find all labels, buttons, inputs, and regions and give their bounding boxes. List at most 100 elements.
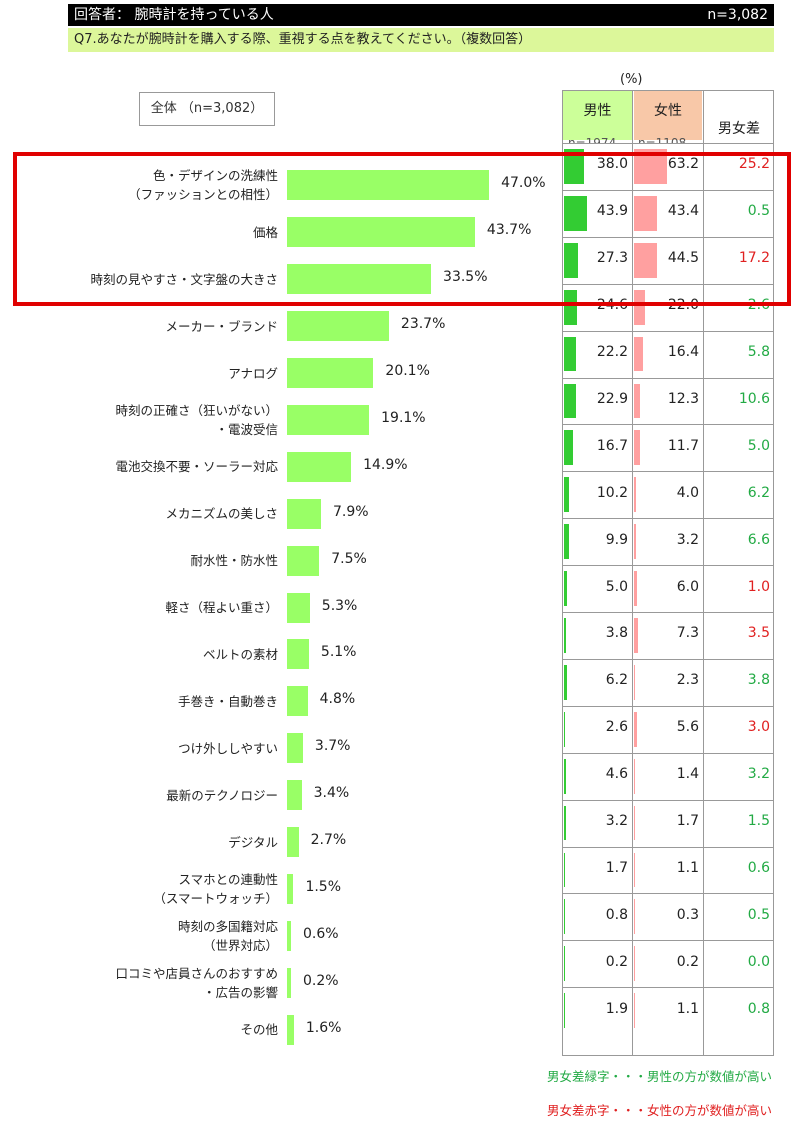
male-value: 22.9 [596, 390, 628, 407]
diff-value: 5.0 [747, 437, 770, 454]
male-bar [564, 195, 587, 231]
female-bar [634, 430, 641, 466]
female-value: 0.3 [676, 906, 699, 923]
category-label: 軽さ（程よい重さ） [165, 600, 278, 616]
male-header-bg [563, 90, 632, 140]
female-bar [634, 618, 638, 653]
diff-value: 3.0 [747, 719, 770, 736]
male-bar [564, 383, 576, 419]
diff-header: 男女差 [718, 121, 760, 137]
category-label: その他 [240, 1022, 278, 1038]
table-hline [562, 987, 774, 989]
total-value: 14.9% [363, 456, 408, 473]
total-bar [287, 592, 310, 623]
category-label: 手巻き・自動巻き [177, 693, 278, 709]
male-value: 38.0 [596, 156, 628, 173]
table-hline [562, 518, 774, 520]
table-hline [562, 752, 774, 754]
table-vline [562, 90, 563, 1056]
female-n: n=1108 [638, 136, 687, 144]
category-label: 価格 [252, 224, 278, 240]
diff-value: 3.8 [747, 672, 770, 689]
male-bar [564, 946, 565, 982]
total-bar [287, 170, 490, 201]
total-bar [287, 920, 291, 951]
diff-value: 3.5 [747, 625, 770, 642]
female-bar [634, 711, 637, 747]
category-label: 時刻の多国籍対応 （世界対応） [177, 918, 278, 953]
category-label: 電池交換不要・ソーラー対応 [115, 459, 278, 475]
category-label: スマホとの連動性 （スマートウォッチ） [153, 871, 278, 906]
total-value: 4.8% [319, 691, 356, 708]
female-value: 5.6 [676, 719, 699, 736]
female-bar [634, 571, 638, 606]
diff-value: 17.2 [738, 250, 770, 267]
female-value: 3.2 [676, 531, 699, 548]
male-bar [564, 664, 568, 700]
female-bar [634, 852, 635, 888]
female-value: 44.5 [667, 250, 699, 267]
diff-value: 0.5 [747, 203, 770, 220]
male-value: 9.9 [605, 531, 628, 548]
female-value: 6.0 [676, 578, 699, 595]
total-value: 3.7% [314, 738, 351, 755]
total-value: 5.3% [321, 597, 358, 614]
category-label: メーカー・ブランド [165, 318, 278, 334]
diff-value: 0.0 [747, 953, 770, 970]
total-value: 23.7% [400, 316, 446, 333]
female-bar [634, 993, 635, 1029]
table-hline [562, 612, 774, 613]
question-text: Q7.あなたが腕時計を購入する際、重視する点を教えてください。（複数回答） [74, 32, 532, 47]
table-hline [562, 90, 774, 91]
male-bar [564, 477, 570, 513]
diff-value: 3.2 [747, 766, 770, 783]
total-value: 1.5% [305, 878, 342, 895]
total-value: 43.7% [486, 222, 532, 239]
male-bar [564, 571, 567, 606]
male-bar [564, 289, 577, 325]
total-value: 47.0% [501, 175, 546, 192]
male-bar [564, 336, 576, 372]
male-header: 男性 [583, 103, 612, 119]
female-bar [634, 195, 657, 231]
diff-value: 0.6 [747, 859, 770, 876]
male-bar [564, 242, 579, 278]
male-value: 10.2 [596, 484, 628, 501]
diff-value: 1.0 [747, 578, 770, 595]
respondent-label: 回答者： 腕時計を持っている人 [74, 7, 274, 23]
total-bar [287, 311, 389, 342]
male-bar [564, 524, 570, 560]
male-value: 1.9 [605, 1000, 628, 1017]
total-bar [287, 1014, 294, 1045]
total-bar [287, 639, 309, 670]
diff-value: 1.5 [747, 813, 770, 830]
female-value: 7.3 [676, 625, 699, 642]
female-value: 4.0 [676, 484, 699, 501]
male-value: 2.6 [605, 719, 628, 736]
respondent-header: 回答者： 腕時計を持っている人 n=3,082 [68, 4, 774, 26]
female-value: 43.4 [667, 203, 699, 220]
table-hline [562, 283, 774, 285]
female-value: 11.7 [667, 437, 699, 454]
male-value: 3.2 [605, 813, 628, 830]
diff-value: 0.5 [747, 906, 770, 923]
category-label: メカニズムの美しさ [165, 506, 278, 522]
category-label: 色・デザインの洗練性 （ファッションとの相性） [128, 168, 278, 203]
female-header-bg [634, 90, 702, 140]
table-hline [562, 143, 774, 144]
diff-value: 25.2 [738, 156, 770, 173]
male-value: 5.0 [605, 578, 628, 595]
table-hline [562, 471, 774, 473]
table-hline [562, 705, 774, 707]
total-value: 1.6% [305, 1019, 342, 1036]
male-bar [564, 149, 584, 184]
total-value: 19.1% [381, 409, 426, 426]
female-value: 12.3 [667, 390, 699, 407]
female-bar [634, 524, 636, 560]
table-hline [562, 940, 774, 942]
female-value: 0.2 [676, 953, 699, 970]
total-value: 0.6% [303, 925, 339, 942]
total-value: 0.2% [303, 972, 339, 989]
table-hline [562, 236, 774, 238]
table-hline [562, 377, 774, 379]
